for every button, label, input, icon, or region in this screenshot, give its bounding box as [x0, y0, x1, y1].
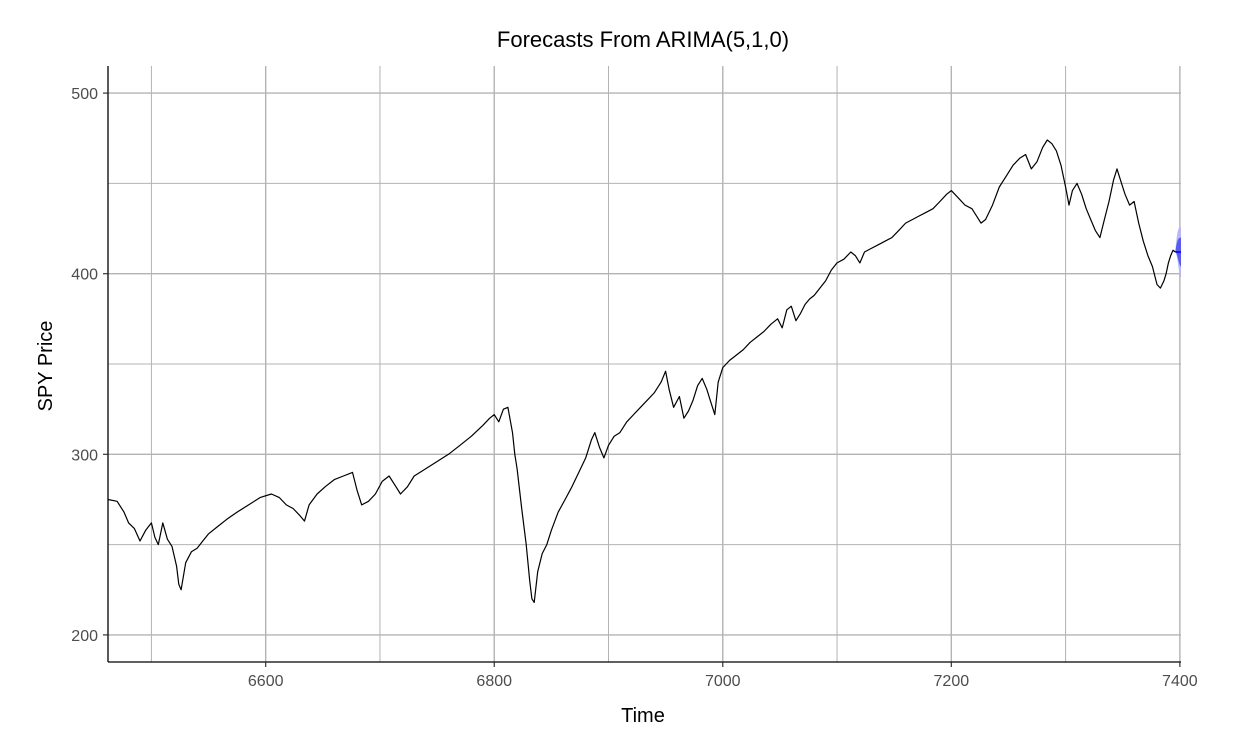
series-layer: [107, 139, 1181, 604]
y-tick-label: 200: [71, 628, 98, 645]
y-axis-title: SPY Price: [35, 321, 57, 412]
y-tick-label: 500: [71, 86, 98, 103]
x-axis-title: Time: [621, 705, 665, 727]
y-tick-label: 400: [71, 267, 98, 284]
x-tick-label: 6600: [248, 673, 284, 690]
y-tick-label: 300: [71, 447, 98, 464]
x-tick-label: 7000: [705, 673, 741, 690]
axes: [107, 66, 1181, 663]
x-tick-label: 7200: [934, 673, 970, 690]
series-line-observed: [107, 139, 1176, 604]
grid: [108, 66, 1181, 662]
chart-title: Forecasts From ARIMA(5,1,0): [497, 27, 789, 52]
tick-labels: 6600 6800 7000 7200 7400 200 300 400 500: [71, 86, 1197, 690]
x-tick-label: 7400: [1162, 673, 1198, 690]
x-tick-label: 6800: [476, 673, 512, 690]
